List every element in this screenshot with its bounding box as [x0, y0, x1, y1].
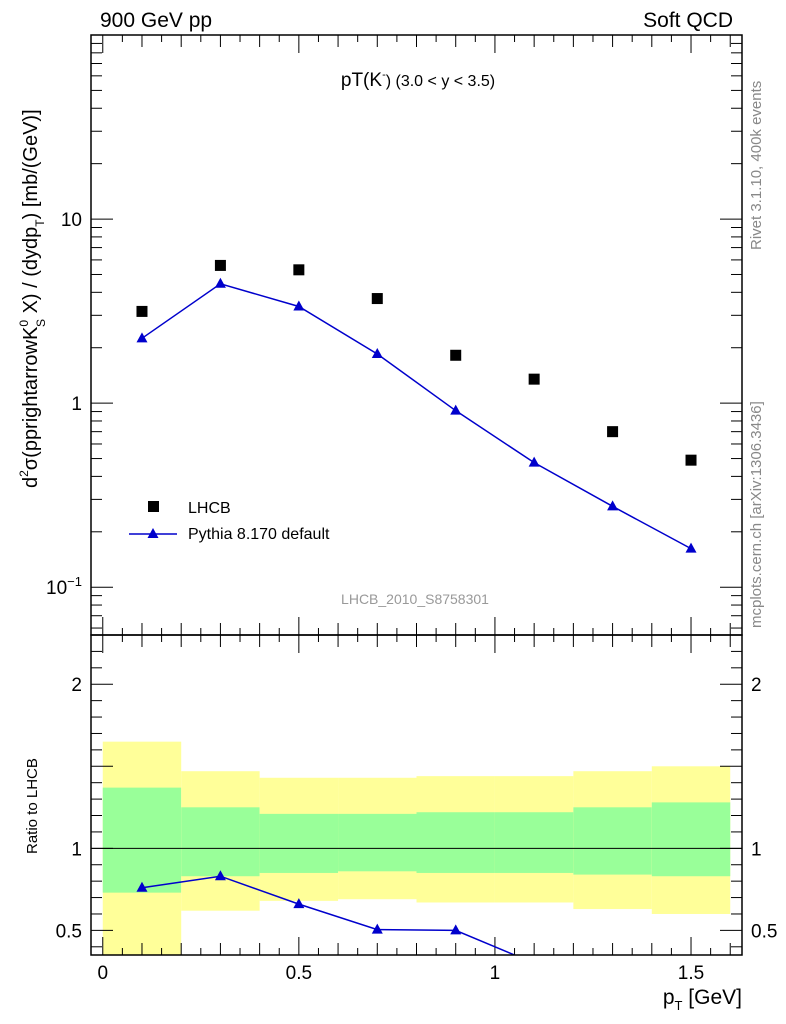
- xlabel-p: p: [663, 986, 675, 1009]
- ratio-y-tick-label-right: 2: [751, 675, 762, 696]
- mc-point: [528, 456, 540, 467]
- mc-point: [607, 500, 619, 511]
- ratio-bands: [102, 741, 731, 955]
- ratio-ticks: 0 0.5 1 1.5 2 2 1 1 0.5 0.5: [56, 634, 777, 984]
- main-lines: [141, 282, 692, 550]
- ratio-mc-point: [214, 870, 226, 881]
- data-point: [685, 454, 697, 466]
- ratio-mc-point: [136, 881, 148, 892]
- ylabel-subS: S: [34, 319, 48, 327]
- ratio-y-tick-label-right: 0.5: [751, 921, 777, 942]
- ylabel-sigma: σ(pprightarrowK: [20, 326, 42, 470]
- ratio-mc-line: [141, 875, 517, 955]
- analysis-id: LHCB_2010_S8758301: [341, 591, 489, 607]
- main-y-tick-label: 1: [71, 394, 82, 415]
- data-point: [528, 373, 540, 385]
- x-tick-label: 0.5: [286, 963, 312, 984]
- xlabel-unit: [GeV]: [682, 986, 742, 1009]
- plot-title: pT(K-) (3.0 < y < 3.5): [341, 69, 495, 91]
- data-point: [450, 349, 462, 361]
- main-y-tick-label: 10: [61, 210, 82, 231]
- x-axis-label: pT [GeV]: [663, 986, 742, 1013]
- ratio-mc-point: [293, 898, 305, 909]
- y-axis-label: d2σ(pprightarrowK0 S X) / (dydpT) [mb/(Ge…: [17, 109, 48, 488]
- x-tick-label: 0: [97, 963, 108, 984]
- mc-point: [450, 404, 462, 415]
- ylabel-mid: X) / (dydp: [20, 227, 42, 319]
- x-tick-label: 1: [490, 963, 501, 984]
- main-y-tick-exp: −1: [67, 574, 82, 589]
- main-points: [136, 259, 697, 553]
- rivet-label: Rivet 3.1.10, 400k events: [748, 81, 765, 250]
- ratio-y-tick-label-left: 0.5: [56, 921, 82, 942]
- ratio-band-green: [416, 812, 495, 873]
- legend: LHCB Pythia 8.170 default: [129, 500, 330, 543]
- ratio-panel: 0 0.5 1 1.5 2 2 1 1 0.5 0.5: [56, 634, 777, 984]
- ratio-band-green: [651, 802, 731, 877]
- legend-label-mc: Pythia 8.170 default: [188, 526, 330, 543]
- legend-marker-mc: [147, 528, 159, 538]
- ylabel-end: ) [mb/(GeV)]: [20, 109, 42, 219]
- title-sup: -: [382, 69, 386, 81]
- main-frame: [90, 34, 743, 636]
- title-range: ) (3.0 < y < 3.5): [386, 73, 495, 90]
- header-left: 900 GeV pp: [100, 9, 212, 32]
- ratio-band-green: [494, 812, 574, 873]
- mc-point: [371, 347, 383, 358]
- mcplots-label: mcplots.cern.ch [arXiv:1306.3436]: [748, 401, 765, 628]
- mc-line: [141, 282, 692, 550]
- ratio-band-green: [181, 807, 260, 877]
- ratio-mc-point: [450, 924, 462, 935]
- main-y-tick-base: 10: [46, 578, 67, 599]
- ratio-frame: [90, 634, 743, 956]
- mc-point: [293, 300, 305, 311]
- ylabel-sup2: 2: [17, 470, 31, 477]
- data-point: [293, 264, 305, 276]
- ratio-band-green: [102, 787, 182, 893]
- ratio-lines: [91, 847, 742, 955]
- data-point: [214, 259, 226, 271]
- mc-point: [685, 542, 697, 553]
- legend-marker-lhcb: [148, 501, 159, 512]
- ratio-band-green: [573, 807, 652, 875]
- legend-label-lhcb: LHCB: [188, 500, 231, 517]
- mc-point: [214, 277, 226, 288]
- mc-point: [136, 332, 148, 343]
- header-right: Soft QCD: [643, 9, 733, 32]
- ratio-band-green: [338, 813, 417, 872]
- ylabel-d: d: [20, 477, 42, 488]
- ratio-y-tick-label-left: 2: [71, 675, 82, 696]
- data-point: [607, 426, 619, 438]
- data-point: [371, 293, 383, 305]
- ratio-y-axis-label: Ratio to LHCB: [24, 758, 41, 854]
- ylabel-sup0: 0: [17, 320, 31, 327]
- xlabel-sub: T: [675, 998, 683, 1013]
- data-point: [136, 305, 148, 317]
- title-main: pT(K: [341, 70, 383, 91]
- ratio-band-green: [259, 813, 339, 873]
- x-tick-label: 1.5: [678, 963, 704, 984]
- ratio-mc-point: [371, 923, 383, 934]
- ratio-y-tick-label-right: 1: [751, 839, 762, 860]
- main-y-tick-label: 10−1: [46, 574, 82, 599]
- ylabel-subT: T: [33, 219, 47, 227]
- ratio-y-tick-label-left: 1: [71, 839, 82, 860]
